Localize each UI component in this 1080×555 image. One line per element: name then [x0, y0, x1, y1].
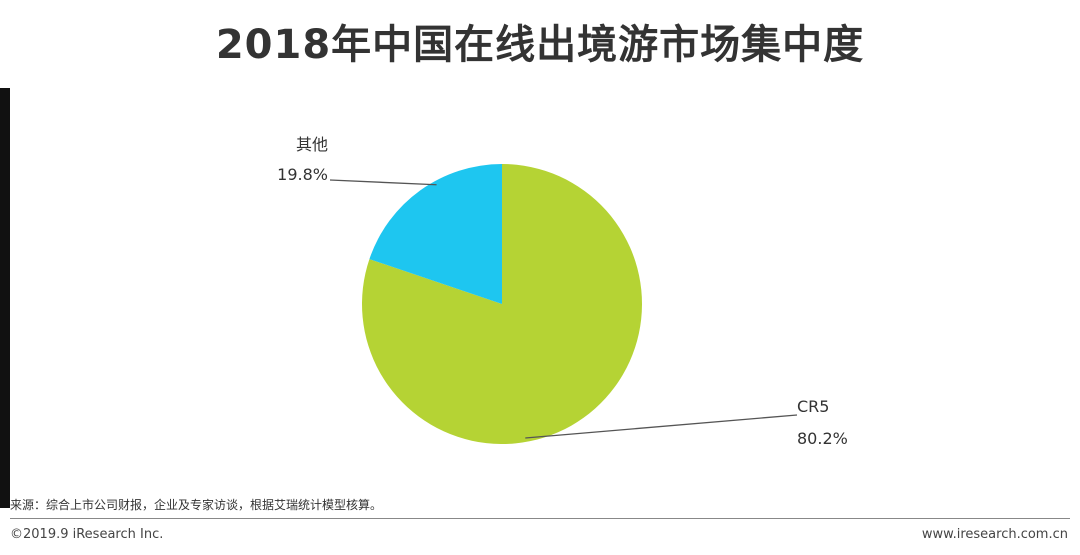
source-note: 来源：综合上市公司财报，企业及专家访谈，根据艾瑞统计模型核算。	[10, 498, 383, 512]
chart-title: 2018年中国在线出境游市场集中度	[215, 22, 865, 68]
pie-slice-other	[369, 164, 502, 304]
copyright-text: ©2019.9 iResearch Inc.	[10, 527, 164, 542]
footer-divider	[10, 518, 1070, 519]
left-frame-bar	[0, 88, 10, 508]
slice-name-label: CR5	[797, 397, 829, 416]
pie-chart: CR5 80.2% 其他 19.8%	[277, 135, 848, 448]
pie-slice-cr5	[361, 164, 642, 445]
website-url: www.iresearch.com.cn	[921, 527, 1068, 542]
slice-value-label: 19.8%	[277, 165, 328, 184]
slice-value-label: 80.2%	[797, 429, 848, 448]
leader-line-cr5	[525, 414, 798, 439]
leader-line-other	[329, 179, 437, 186]
slice-name-label: 其他	[296, 135, 328, 154]
